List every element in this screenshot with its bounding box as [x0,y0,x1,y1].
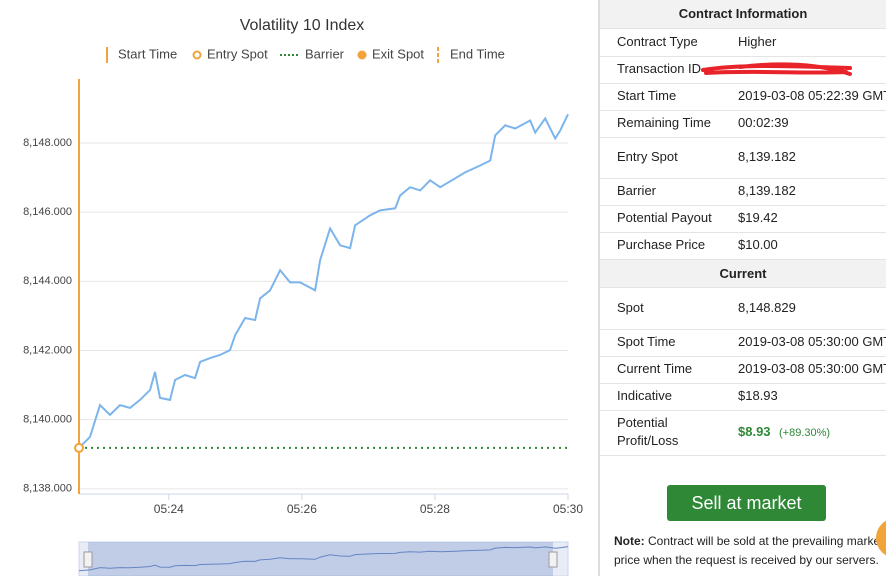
entry-spot [74,442,84,453]
row-label: Potential Profit/Loss [617,415,679,448]
row-value: Higher [738,34,777,49]
corner-widget [876,518,886,558]
contract-panel [598,0,886,576]
legend-entry-spot [192,50,202,60]
note-label: Note: [614,534,645,548]
row-separator [600,356,886,357]
price-line [78,113,569,449]
row-label: Indicative [617,388,672,403]
row-label: Contract Type [617,34,698,49]
legend-label: Barrier [305,46,345,61]
row-separator [600,287,886,288]
y-tick-label: 8,140.000 [23,414,72,426]
row-value: 2019-03-08 05:30:00 GMT [738,361,886,376]
y-tick-label: 8,138.000 [23,483,72,495]
y-tick-label: 8,146.000 [23,206,72,218]
legend-label: Exit Spot [372,46,424,61]
row-value: $18.93 [738,388,778,403]
row-label: Spot [617,300,644,315]
note: Note: Contract will be sold at the preva… [614,532,886,570]
y-tick-label: 8,148.000 [23,137,72,149]
row-separator [600,455,886,456]
navigator-handle [548,551,558,568]
row-separator [600,383,886,384]
chart: Volatility 10 Index Start Time Entry Spot… [23,17,583,576]
legend-label: End Time [450,46,505,61]
y-tick-label: 8,142.000 [23,344,72,356]
row-label: Current Time [617,361,693,376]
row-label: Spot Time [617,334,676,349]
y-tick-label: 8,144.000 [23,275,72,287]
navigator-handle [83,551,93,568]
row-value: 8,139.182 [738,183,796,198]
row-value: 8,139.182 [738,149,796,164]
row-label: Potential Payout [617,210,712,225]
row-separator [600,259,886,260]
navigator-window [88,542,553,576]
row-separator [600,137,886,138]
row-separator [600,232,886,233]
legend-label: Start Time [118,46,177,61]
row-separator [600,178,886,179]
row-value: $19.42 [738,210,778,225]
row-separator [600,410,886,411]
row-label: Remaining Time [617,115,711,130]
row-label: Transaction ID [617,61,702,76]
row-value: 00:02:39 [738,115,789,130]
legend-label: Entry Spot [207,46,268,61]
header: Current [600,260,886,287]
note-text: Contract will be sold at the prevailing … [614,534,884,567]
navigator-line [78,546,569,572]
row-value: 2019-03-08 05:22:39 GMT [738,88,886,103]
chart-title: Volatility 10 Index [240,17,365,34]
x-tick-label: 05:30 [553,502,583,516]
x-tick-label: 05:24 [154,502,184,516]
row-separator [600,83,886,84]
row-separator [600,28,886,29]
row-label: Barrier [617,183,657,198]
x-tick-label: 05:26 [287,502,317,516]
row-label: Start Time [617,88,677,103]
header: Contract Information [600,0,886,28]
legend-exit-spot [357,50,367,60]
row-separator [600,110,886,111]
profit-value: $8.93 [738,424,771,439]
row-label: Entry Spot [617,149,678,164]
row-value: 2019-03-08 05:30:00 GMT [738,334,886,349]
x-tick-label: 05:28 [420,502,450,516]
sell-button[interactable]: Sell at market [667,485,826,521]
row-label: Purchase Price [617,237,706,252]
profit-percent: (+89.30%) [779,427,831,439]
navigator-bg [78,541,569,576]
row-value: $10.00 [738,237,778,252]
row-separator [600,56,886,57]
row-separator [600,329,886,330]
row-separator [600,205,886,206]
row-value: 8,148.829 [738,300,796,315]
